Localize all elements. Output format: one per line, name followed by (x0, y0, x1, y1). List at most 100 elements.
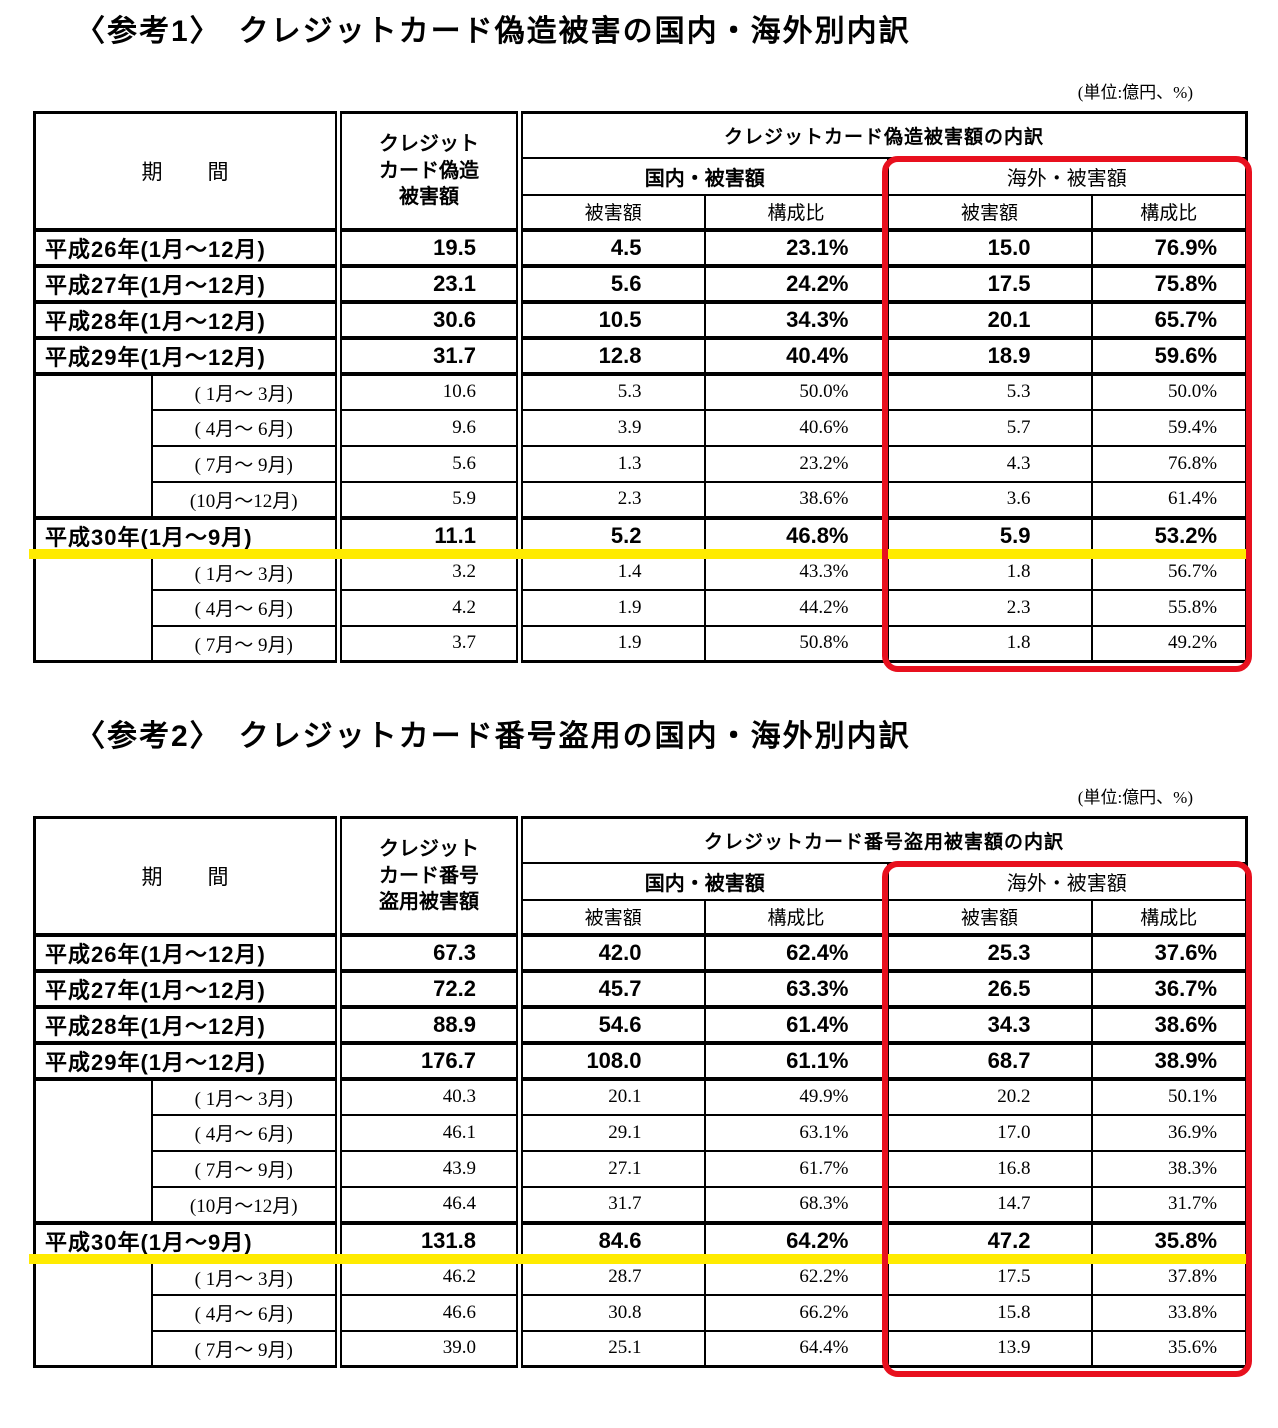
domestic-amount-value: 10.5 (519, 299, 706, 340)
overseas-amount-value: 13.9 (887, 1330, 1093, 1368)
total-value: 19.5 (335, 227, 523, 268)
year-row: 平成30年(1月〜9月) 131.8 84.6 64.2% 47.2 35.8% (34, 1220, 1247, 1261)
col-header-domestic: 国内・被害額 (519, 157, 889, 196)
period-label: 平成26年(1月〜12月) (34, 932, 339, 973)
domestic-ratio-value: 23.1% (704, 227, 889, 268)
domestic-ratio-value: 64.2% (704, 1220, 889, 1261)
overseas-ratio-value: 75.8% (1091, 263, 1247, 304)
domestic-amount-value: 20.1 (519, 1078, 706, 1116)
domestic-amount-value: 25.1 (519, 1330, 706, 1368)
col-header-overseas-amount: 被害額 (887, 899, 1093, 937)
domestic-amount-value: 5.2 (519, 515, 706, 556)
col-header-period: 期 間 (141, 864, 230, 889)
quarter-row: (10月〜12月) 5.9 2.3 38.6% 3.6 61.4% (35, 481, 1247, 519)
overseas-ratio-value: 33.8% (1091, 1294, 1247, 1332)
overseas-ratio-value: 36.9% (1091, 1114, 1247, 1152)
overseas-ratio-value: 56.7% (1091, 553, 1247, 591)
domestic-ratio-value: 64.4% (704, 1330, 889, 1368)
reference-2-section: 〈参考2〉 クレジットカード番号盗用の国内・海外別内訳 (単位:億円、%) 期 … (29, 717, 1278, 1377)
period-label: ( 4月〜 6月) (150, 589, 339, 627)
domestic-amount-value: 4.5 (519, 227, 706, 268)
domestic-amount-value: 2.3 (519, 481, 706, 519)
total-value: 46.1 (335, 1114, 523, 1152)
domestic-ratio-value: 68.3% (704, 1186, 889, 1224)
quarter-row: ( 7月〜 9月) 39.0 25.1 64.4% 13.9 35.6% (35, 1330, 1247, 1368)
domestic-ratio-value: 43.3% (704, 553, 889, 591)
domestic-ratio-value: 44.2% (704, 589, 889, 627)
domestic-amount-value: 1.9 (519, 589, 706, 627)
total-value: 5.6 (335, 445, 523, 483)
overseas-ratio-value: 49.2% (1091, 625, 1247, 663)
domestic-amount-value: 29.1 (519, 1114, 706, 1152)
overseas-amount-value: 5.3 (887, 373, 1093, 411)
total-value: 46.2 (335, 1258, 523, 1296)
domestic-amount-value: 27.1 (519, 1150, 706, 1188)
domestic-ratio-value: 23.2% (704, 445, 889, 483)
period-label: ( 7月〜 9月) (150, 1330, 339, 1368)
indent-cell (35, 410, 152, 446)
total-value: 23.1 (335, 263, 523, 304)
quarter-row: ( 7月〜 9月) 3.7 1.9 50.8% 1.8 49.2% (35, 625, 1247, 663)
domestic-amount-value: 31.7 (519, 1186, 706, 1224)
overseas-amount-value: 1.8 (887, 625, 1093, 663)
overseas-ratio-value: 35.6% (1091, 1330, 1247, 1368)
total-value: 131.8 (335, 1220, 523, 1261)
indent-cell (35, 1259, 152, 1295)
overseas-amount-value: 5.9 (887, 515, 1093, 556)
overseas-ratio-value: 61.4% (1091, 481, 1247, 519)
indent-cell (35, 1115, 152, 1151)
overseas-amount-value: 17.0 (887, 1114, 1093, 1152)
year-row: 平成27年(1月〜12月) 23.1 5.6 24.2% 17.5 75.8% (34, 263, 1247, 304)
overseas-ratio-value: 76.9% (1091, 227, 1247, 268)
counterfeit-breakdown-table: 期 間 クレジット カード偽造 被害額 クレジットカード偽造被害額の内訳 国内・… (33, 111, 1249, 663)
domestic-amount-value: 12.8 (519, 335, 706, 376)
domestic-ratio-value: 63.3% (704, 968, 889, 1009)
indent-cell (35, 374, 152, 410)
overseas-amount-value: 20.1 (887, 299, 1093, 340)
period-label: (10月〜12月) (150, 1186, 339, 1224)
domestic-amount-value: 28.7 (519, 1258, 706, 1296)
col-header-overseas-amount: 被害額 (887, 194, 1093, 232)
overseas-amount-value: 3.6 (887, 481, 1093, 519)
quarter-row: ( 1月〜 3月) 40.3 20.1 49.9% 20.2 50.1% (35, 1078, 1247, 1116)
total-value: 30.6 (335, 299, 523, 340)
overseas-ratio-value: 55.8% (1091, 589, 1247, 627)
col-header-overseas-ratio: 構成比 (1091, 899, 1247, 937)
period-label: (10月〜12月) (150, 481, 339, 519)
domestic-amount-value: 84.6 (519, 1220, 706, 1261)
total-value: 72.2 (335, 968, 523, 1009)
total-value: 67.3 (335, 932, 523, 973)
domestic-ratio-value: 63.1% (704, 1114, 889, 1152)
col-header-period: 期 間 (141, 159, 230, 184)
reference-1-section: 〈参考1〉 クレジットカード偽造被害の国内・海外別内訳 (単位:億円、%) 期 … (29, 12, 1278, 672)
overseas-ratio-value: 53.2% (1091, 515, 1247, 556)
total-value: 39.0 (335, 1330, 523, 1368)
overseas-amount-value: 4.3 (887, 445, 1093, 483)
quarter-row: ( 4月〜 6月) 4.2 1.9 44.2% 2.3 55.8% (35, 589, 1247, 627)
period-label: ( 1月〜 3月) (150, 553, 339, 591)
period-label: ( 4月〜 6月) (150, 409, 339, 447)
period-label: 平成28年(1月〜12月) (34, 299, 339, 340)
total-value: 176.7 (335, 1040, 523, 1081)
overseas-ratio-value: 38.9% (1091, 1040, 1247, 1081)
quarter-row: ( 7月〜 9月) 43.9 27.1 61.7% 16.8 38.3% (35, 1150, 1247, 1188)
col-header-breakdown: クレジットカード番号盗用被害額の内訳 (519, 817, 1247, 864)
overseas-ratio-value: 76.8% (1091, 445, 1247, 483)
period-label: ( 1月〜 3月) (150, 1258, 339, 1296)
col-header-domestic-amount: 被害額 (519, 194, 706, 232)
domestic-ratio-value: 46.8% (704, 515, 889, 556)
overseas-ratio-value: 50.1% (1091, 1078, 1247, 1116)
overseas-amount-value: 26.5 (887, 968, 1093, 1009)
table-wrapper: 期 間 クレジット カード番号 盗用被害額 クレジットカード番号盗用被害額の内訳… (29, 816, 1252, 1377)
period-label: ( 1月〜 3月) (150, 1078, 339, 1116)
overseas-ratio-value: 31.7% (1091, 1186, 1247, 1224)
period-label: ( 7月〜 9月) (150, 445, 339, 483)
domestic-ratio-value: 61.1% (704, 1040, 889, 1081)
quarter-row: (10月〜12月) 46.4 31.7 68.3% 14.7 31.7% (35, 1186, 1247, 1224)
overseas-amount-value: 68.7 (887, 1040, 1093, 1081)
total-value: 10.6 (335, 373, 523, 411)
domestic-amount-value: 5.3 (519, 373, 706, 411)
domestic-amount-value: 1.9 (519, 625, 706, 663)
overseas-amount-value: 5.7 (887, 409, 1093, 447)
overseas-amount-value: 34.3 (887, 1004, 1093, 1045)
